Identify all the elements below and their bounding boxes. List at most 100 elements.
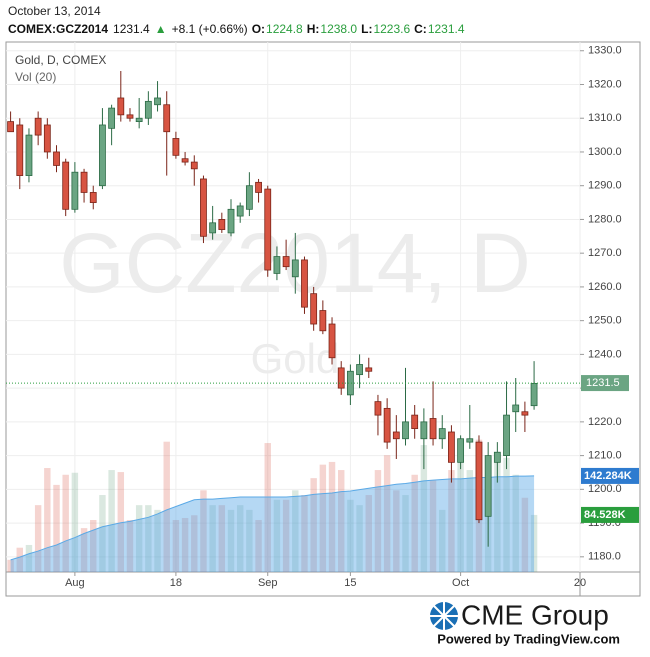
volume-bar: [429, 480, 437, 572]
volume-bar: [172, 520, 180, 572]
candles: [7, 70, 538, 547]
y-tick-label: 1250.0: [588, 315, 622, 327]
candle-body: [530, 383, 538, 407]
ohlc-value: 1231.4: [428, 22, 465, 36]
candle-body: [209, 222, 217, 234]
ohlc-label: L:: [361, 22, 372, 36]
candle-body: [301, 259, 308, 308]
candle-body: [365, 367, 373, 372]
volume-bar: [521, 497, 529, 572]
cme-logo: [430, 602, 458, 630]
volume-bar: [328, 461, 336, 572]
candle-body: [503, 414, 510, 457]
volume-bar: [264, 443, 271, 572]
chart-title: Gold, D, COMEX: [15, 53, 106, 67]
volume-bar: [218, 505, 226, 572]
price: 1231.4: [113, 22, 150, 36]
candle-body: [466, 438, 474, 443]
candle-body: [34, 117, 42, 136]
frame: [5, 41, 641, 597]
volume-bar: [7, 559, 14, 572]
candle-body: [227, 208, 235, 234]
candle-body: [89, 192, 97, 203]
volume-bar: [135, 505, 143, 572]
candle-body: [200, 178, 207, 237]
header: COMEX:GCZ2014 1231.4 ▲ +8.1 (+0.66%) O: 1224.…: [8, 22, 465, 36]
candle-body: [154, 97, 161, 106]
volume-bar: [126, 520, 134, 572]
y-tick-label: 1270.0: [588, 247, 622, 259]
candle-body: [484, 455, 492, 517]
y-tick-label: 1280.0: [588, 213, 622, 225]
volume-bar: [34, 505, 42, 572]
y-tick-label: 1200.0: [588, 483, 622, 495]
volume-bar: [356, 505, 363, 572]
candle-body: [282, 256, 290, 268]
candle-body: [420, 421, 428, 440]
volume-bar: [530, 514, 538, 572]
axes: 1180.01190.01200.01210.01220.01230.01240…: [6, 45, 639, 589]
last-price-label: 1231.5: [586, 377, 620, 389]
candle-body: [255, 181, 262, 193]
volume-bar: [448, 470, 455, 572]
candle-body: [7, 121, 14, 133]
volume-bar: [439, 509, 446, 572]
candle-body: [512, 404, 520, 413]
volume-bar: [457, 459, 464, 572]
x-tick-label: 20: [574, 577, 586, 589]
ohlc-label: C:: [414, 22, 427, 36]
candle-body: [448, 431, 455, 463]
candle-body: [236, 205, 244, 217]
candle-body: [457, 438, 465, 463]
volume-bar: [227, 509, 235, 572]
candle-body: [172, 138, 180, 156]
candle-body: [135, 117, 143, 122]
candle-body: [402, 421, 409, 440]
y-tick-label: 1260.0: [588, 281, 622, 293]
volume-bar: [246, 509, 253, 572]
volume-legend: Vol (20): [15, 70, 56, 84]
candle-body: [356, 364, 363, 376]
candle-body: [273, 256, 281, 274]
y-tick-label: 1240.0: [588, 348, 622, 360]
y-tick-label: 1180.0: [588, 551, 621, 563]
candle-body: [392, 431, 400, 440]
volume-bar: [292, 490, 299, 572]
candle-body: [53, 151, 60, 166]
volume-bar: [365, 495, 372, 572]
x-tick-label: Sep: [258, 577, 278, 589]
candle-body: [144, 100, 152, 119]
volume-bar: [80, 528, 88, 572]
candle-body: [163, 104, 171, 133]
volume-bar: [99, 495, 106, 572]
powered-by: Powered by TradingView.com: [437, 631, 620, 646]
volume-bar: [273, 499, 281, 572]
last-price-box: [581, 375, 629, 392]
volume-bar: [62, 474, 69, 572]
candle-body: [218, 219, 226, 230]
volume-bar: [347, 499, 354, 572]
volume-bar: [209, 505, 216, 572]
volume-bar: [108, 470, 115, 572]
candle-body: [319, 310, 327, 332]
watermark-sub: Gold: [251, 335, 340, 382]
volume-bar: [383, 455, 391, 572]
volume-bar: [16, 547, 23, 572]
volume-bar: [282, 499, 290, 572]
x-tick-label: 18: [170, 577, 182, 589]
candle-body: [310, 293, 318, 325]
volume-bar: [512, 474, 519, 572]
volume-bar: [411, 474, 418, 572]
candle-body: [108, 107, 116, 129]
ohlc-value: 1224.8: [266, 22, 303, 36]
volume-bar: [393, 490, 400, 572]
candle-body: [346, 370, 354, 396]
x-tick-label: Aug: [65, 577, 85, 589]
candle-body: [291, 259, 299, 278]
ohlc-value: 1223.6: [373, 22, 410, 36]
candle-body: [117, 97, 125, 116]
candle-body: [411, 414, 419, 430]
volume-ma-area: [10, 475, 535, 572]
y-tick-label: 1300.0: [588, 146, 622, 158]
